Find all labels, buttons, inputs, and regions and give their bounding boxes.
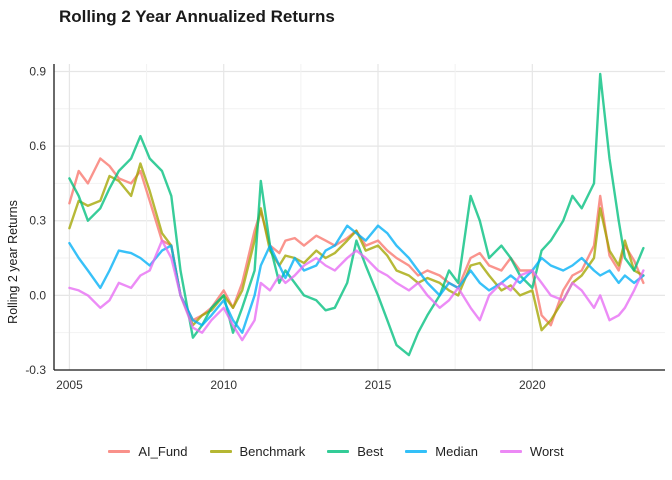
legend-item-median: Median bbox=[405, 444, 478, 459]
y-tick-label: 0.6 bbox=[29, 139, 46, 153]
chart-title: Rolling 2 Year Annualized Returns bbox=[59, 7, 335, 26]
legend-label: AI_Fund bbox=[138, 444, 188, 459]
legend-item-benchmark: Benchmark bbox=[209, 444, 306, 459]
y-axis-label: Rolling 2 year Returns bbox=[6, 200, 20, 324]
series-line-benchmark bbox=[68, 162, 645, 332]
series-lines bbox=[68, 72, 645, 357]
y-tick-label: 0.0 bbox=[29, 288, 46, 302]
legend-item-best: Best bbox=[327, 444, 383, 459]
y-tick-label: -0.3 bbox=[25, 363, 46, 377]
legend-label: Worst bbox=[529, 444, 564, 459]
legend-swatch bbox=[209, 450, 232, 453]
legend-swatch bbox=[405, 450, 428, 453]
legend-swatch bbox=[327, 450, 350, 453]
legend-item-ai-fund: AI_Fund bbox=[108, 444, 188, 459]
y-tick-label: 0.9 bbox=[29, 64, 46, 78]
axes bbox=[53, 64, 665, 371]
grid-lines bbox=[54, 64, 665, 371]
legend-item-worst: Worst bbox=[499, 444, 564, 459]
legend: AI_Fund Benchmark Best Median Worst bbox=[0, 444, 672, 459]
x-tick-label: 2010 bbox=[210, 378, 237, 392]
series-line-median bbox=[68, 224, 645, 334]
legend-swatch bbox=[499, 450, 522, 453]
x-tick-label: 2005 bbox=[56, 378, 83, 392]
x-tick-label: 2020 bbox=[519, 378, 546, 392]
legend-label: Best bbox=[357, 444, 384, 459]
y-tick-label: 0.3 bbox=[29, 214, 46, 228]
series-line-best bbox=[68, 72, 645, 357]
tick-labels: -0.3 0.0 0.3 0.6 0.9 2005 2010 2015 2020 bbox=[25, 64, 546, 392]
legend-swatch bbox=[108, 450, 131, 453]
legend-label: Benchmark bbox=[239, 444, 306, 459]
legend-label: Median bbox=[435, 444, 478, 459]
x-tick-label: 2015 bbox=[365, 378, 392, 392]
series-line-worst bbox=[68, 239, 645, 342]
